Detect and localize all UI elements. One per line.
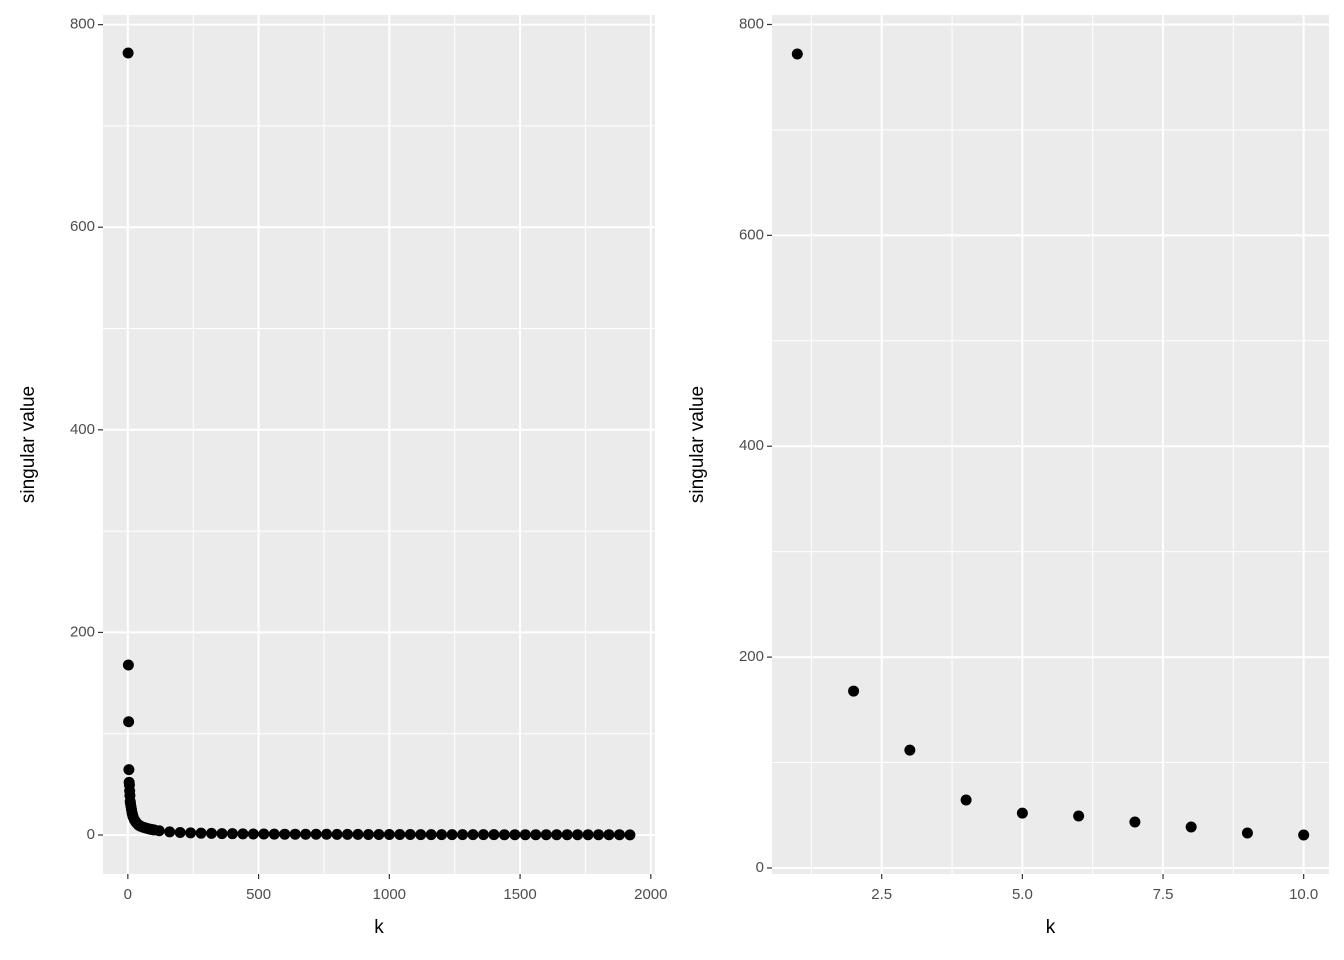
point [1016,807,1028,819]
y-tick-label: 0 [87,826,95,843]
point [206,827,218,839]
point [1129,816,1141,828]
x-axis-title: k [1046,917,1056,938]
point [122,47,134,59]
point [436,829,448,841]
y-tick-label: 0 [756,859,764,876]
point [1185,821,1197,833]
point [603,829,615,841]
y-tick-label: 400 [70,421,95,438]
point [509,829,521,841]
point [226,828,238,840]
point [195,827,207,839]
point [1073,810,1085,822]
point [848,685,860,697]
point [331,828,343,840]
point [237,828,249,840]
point [415,829,427,841]
point [613,829,625,841]
point [1298,829,1310,841]
x-tick-label: 500 [246,886,271,903]
point [561,829,573,841]
x-tick-label: 7.5 [1153,886,1174,903]
point [289,828,301,840]
point [960,794,972,806]
point [488,829,500,841]
panel-background [772,15,1329,874]
point [572,829,584,841]
point [216,828,228,840]
point [321,828,333,840]
point [551,829,563,841]
point [791,48,803,60]
panel-background [103,15,655,874]
point [519,829,531,841]
point [341,828,353,840]
point [446,829,458,841]
point [123,764,135,776]
point [582,829,594,841]
x-tick-label: 5.0 [1012,886,1033,903]
point [904,744,916,756]
x-tick-label: 1000 [373,886,406,903]
point [540,829,552,841]
y-axis-title: singular value [18,386,39,503]
point [624,829,636,841]
y-tick-label: 600 [70,218,95,235]
point [123,716,135,728]
point [530,829,542,841]
point [310,828,322,840]
point [247,828,259,840]
point [457,829,469,841]
point [425,829,437,841]
x-tick-label: 2000 [634,886,667,903]
point [185,827,197,839]
y-tick-label: 800 [70,16,95,33]
point [404,828,416,840]
point [268,828,280,840]
point [1241,827,1253,839]
point [498,829,510,841]
x-axis-title: k [374,917,384,938]
point [467,829,479,841]
point [352,828,364,840]
point [122,659,134,671]
point [477,829,489,841]
point [362,828,374,840]
y-tick-label: 200 [739,648,764,665]
point [153,825,165,837]
point [300,828,312,840]
y-tick-label: 400 [739,437,764,454]
x-tick-label: 1500 [503,886,536,903]
point [279,828,291,840]
points [791,48,1310,841]
x-tick-label: 2.5 [871,886,892,903]
x-tick-label: 0 [124,886,132,903]
point [383,828,395,840]
point [258,828,270,840]
point [593,829,605,841]
point [394,828,406,840]
y-tick-label: 200 [70,623,95,640]
point [174,826,186,838]
point [164,826,176,838]
y-tick-label: 800 [739,15,764,32]
points [122,47,636,841]
y-tick-label: 600 [739,226,764,243]
x-tick-label: 10.0 [1289,886,1318,903]
y-axis-title: singular value [687,386,708,503]
point [373,828,385,840]
